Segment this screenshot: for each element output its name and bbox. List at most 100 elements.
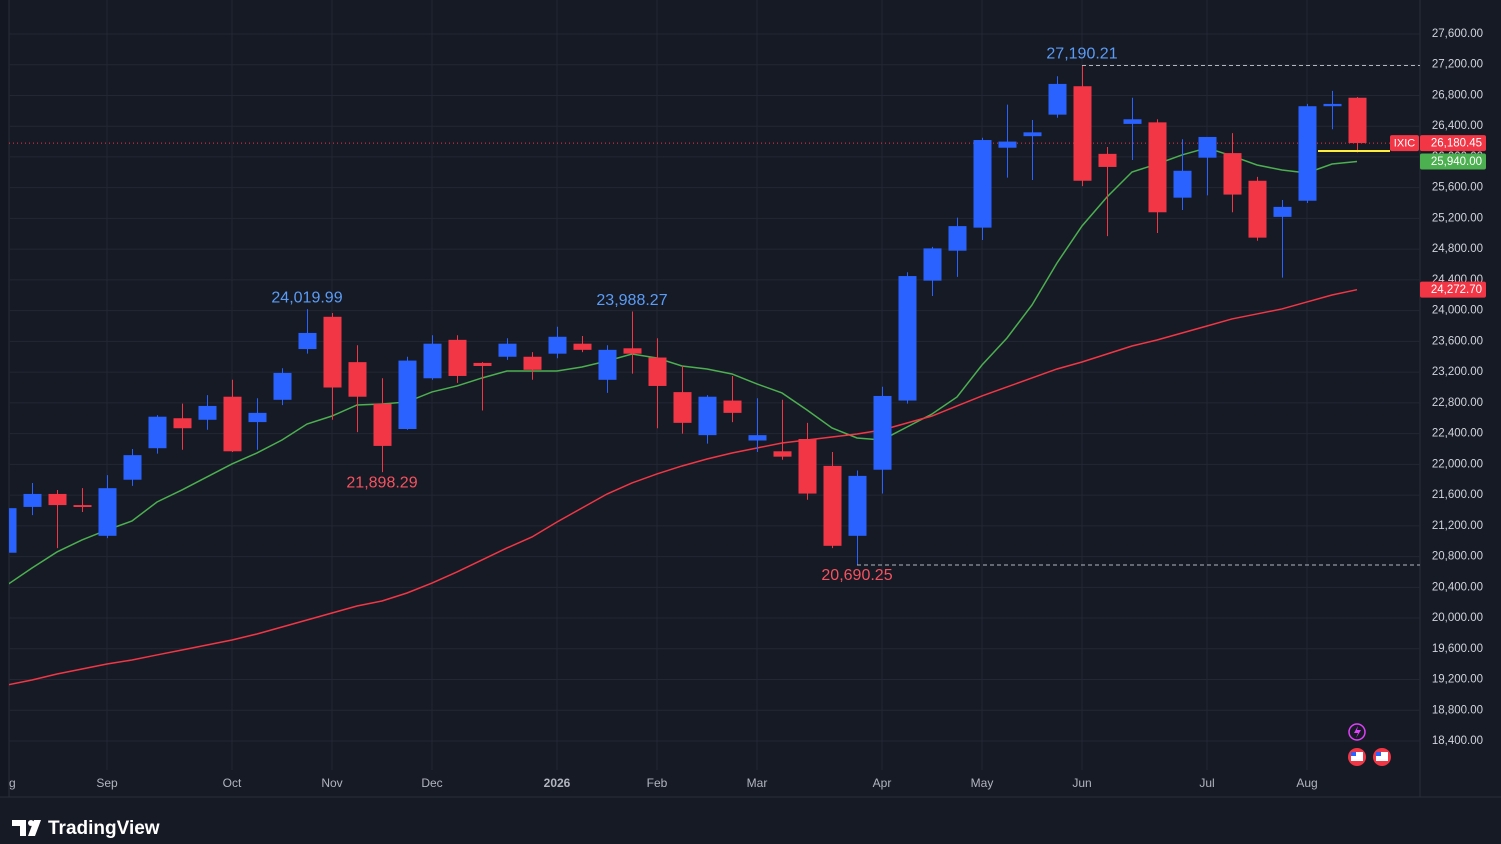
candle-body <box>998 141 1017 148</box>
y-tick-label: 24,000.00 <box>1432 305 1483 317</box>
candle-body <box>1073 86 1092 181</box>
candle-body <box>448 339 467 376</box>
x-tick-label: Aug <box>1296 776 1317 790</box>
y-tick-label: 24,800.00 <box>1432 243 1483 255</box>
y-tick-label: 27,600.00 <box>1432 28 1483 40</box>
candle-body <box>123 455 142 480</box>
candle-body <box>623 348 642 354</box>
candle-body <box>1173 170 1192 198</box>
candle-body <box>298 332 317 350</box>
symbol-tag: IXIC <box>1394 137 1415 149</box>
candle-body <box>323 316 342 388</box>
candle-body <box>598 349 617 380</box>
candle-body <box>248 412 267 423</box>
y-tick-label: 21,200.00 <box>1432 520 1483 532</box>
candle-body <box>1348 97 1367 144</box>
y-tick-label: 19,200.00 <box>1432 674 1483 686</box>
event-icon-bolt <box>1354 726 1361 738</box>
candle-body <box>48 493 67 506</box>
brand-icon-dot <box>28 820 34 826</box>
candle-body <box>9 508 17 553</box>
y-tick-label: 26,400.00 <box>1432 120 1483 132</box>
symbol-tag-box <box>1390 135 1419 152</box>
candle-body <box>98 488 117 536</box>
candle-body <box>1148 122 1167 213</box>
x-tick-label: Jun <box>1072 776 1091 790</box>
candle-body <box>498 343 517 357</box>
brand-name: TradingView <box>48 818 160 839</box>
flag-icon-inner <box>1351 752 1363 761</box>
y-tick-label: 21,600.00 <box>1432 489 1483 501</box>
candle-body <box>673 392 692 423</box>
candle-body <box>973 140 992 228</box>
candle-body <box>1123 119 1142 124</box>
candle-body <box>648 357 667 386</box>
x-tick-label: Dec <box>421 776 442 790</box>
candle-body <box>773 451 792 457</box>
x-tick-label: Feb <box>647 776 668 790</box>
candle-body <box>23 493 42 507</box>
candle-body <box>198 405 217 420</box>
y-tick-label: 19,600.00 <box>1432 643 1483 655</box>
y-tick-label: 22,400.00 <box>1432 428 1483 440</box>
x-tick-label: Mar <box>747 776 768 790</box>
y-tick-label: 20,000.00 <box>1432 612 1483 624</box>
price-label: 26,180.45 <box>1431 138 1482 150</box>
x-tick-label: Nov <box>321 776 342 790</box>
flag-icon-inner <box>1376 752 1388 761</box>
overlay: 24,019.99 21,898.29 23,988.27 20,690.25 27,1… <box>271 46 1420 766</box>
y-tick-label: 20,800.00 <box>1432 551 1483 563</box>
candle-body <box>1098 153 1117 167</box>
candle-body <box>1298 106 1317 201</box>
price-label-box <box>1420 281 1486 298</box>
candle-body <box>173 418 192 429</box>
extreme-label: 27,190.21 <box>1046 46 1117 63</box>
extreme-label: 24,019.99 <box>271 289 342 306</box>
x-axis: g Sep Oct Nov Dec 2026 Feb Mar Apr May Jun Jul Aug <box>9 776 1318 790</box>
y-tick-label: 18,400.00 <box>1432 735 1483 747</box>
flag-icon-canton <box>1376 752 1381 756</box>
candle-body <box>698 396 717 436</box>
y-tick-label: 23,600.00 <box>1432 335 1483 347</box>
extreme-label: 23,988.27 <box>596 292 667 309</box>
candle-body <box>398 360 417 429</box>
candle-body <box>548 336 567 354</box>
brand-logo[interactable]: TradingView <box>12 818 160 839</box>
candle-body <box>473 362 492 366</box>
candle-body <box>423 343 442 379</box>
y-tick-label: 20,400.00 <box>1432 581 1483 593</box>
x-tick-label: 2026 <box>544 776 571 790</box>
event-icon[interactable] <box>1348 723 1366 741</box>
flag-icon-canton <box>1351 752 1356 756</box>
candle-body <box>923 248 942 281</box>
y-tick-label: 22,800.00 <box>1432 397 1483 409</box>
candle-body <box>1248 180 1267 238</box>
x-tick-label: Jul <box>1199 776 1214 790</box>
candle-body <box>223 396 242 452</box>
candle-body <box>273 372 292 400</box>
plot <box>9 65 1367 686</box>
candle-body <box>523 356 542 370</box>
price-label: 24,272.70 <box>1431 284 1482 296</box>
y-tick-label: 18,800.00 <box>1432 704 1483 716</box>
candle-body <box>798 438 817 494</box>
candle-body <box>1048 83 1067 115</box>
price-label-box <box>1420 153 1486 170</box>
moving-average-line <box>9 288 1358 686</box>
candle-body <box>1023 132 1042 137</box>
x-tick-label: Apr <box>873 776 892 790</box>
y-tick-label: 25,600.00 <box>1432 182 1483 194</box>
candle-body <box>373 403 392 446</box>
extreme-label: 20,690.25 <box>821 567 892 584</box>
candle-body <box>148 416 167 449</box>
candle-body <box>823 465 842 546</box>
y-axis: 18,400.00 18,800.00 19,200.00 19,600.00 20,0… <box>1390 28 1486 747</box>
candle-body <box>1323 103 1342 107</box>
y-tick-label: 26,800.00 <box>1432 89 1483 101</box>
candle-body <box>1198 136 1217 158</box>
y-tick-label: 22,000.00 <box>1432 458 1483 470</box>
x-tick-label: Sep <box>96 776 118 790</box>
candle-body <box>348 362 367 397</box>
